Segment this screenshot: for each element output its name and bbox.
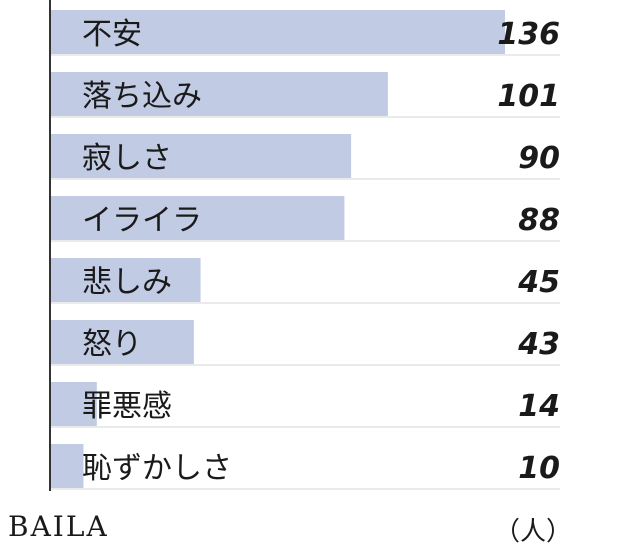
bar-8 (50, 444, 84, 488)
bar-6 (50, 320, 194, 364)
category-label-1: 不安 (82, 17, 142, 52)
value-label-7: 14 (518, 389, 560, 424)
category-label-2: 落ち込み (82, 79, 202, 114)
value-label-8: 10 (518, 451, 560, 486)
category-label-5: 悲しみ (82, 265, 172, 300)
value-label-5: 45 (517, 265, 560, 300)
category-label-4: イライラ (82, 203, 202, 238)
category-label-3: 寂しさ (82, 141, 172, 176)
brand-logo: BAILA (8, 510, 109, 543)
value-label-6: 43 (517, 327, 560, 362)
bar-5 (50, 258, 201, 302)
bar-4 (50, 196, 345, 240)
value-label-1: 136 (497, 17, 560, 52)
category-label-8: 恥ずかしさ (82, 451, 232, 486)
bars-group (50, 10, 505, 488)
value-label-2: 101 (497, 79, 560, 114)
bar-3 (50, 134, 352, 178)
separators-group (50, 54, 560, 490)
value-label-4: 88 (518, 203, 560, 238)
bar-2 (50, 72, 388, 116)
unit-label: （人） (494, 517, 572, 547)
bar-7 (50, 382, 97, 426)
bar-1 (50, 10, 505, 54)
value-label-3: 90 (518, 141, 560, 176)
category-label-6: 怒り (82, 327, 142, 362)
value-labels-group: 136 101 90 88 45 43 14 10 (497, 17, 560, 486)
category-label-7: 罪悪感 (82, 389, 172, 424)
